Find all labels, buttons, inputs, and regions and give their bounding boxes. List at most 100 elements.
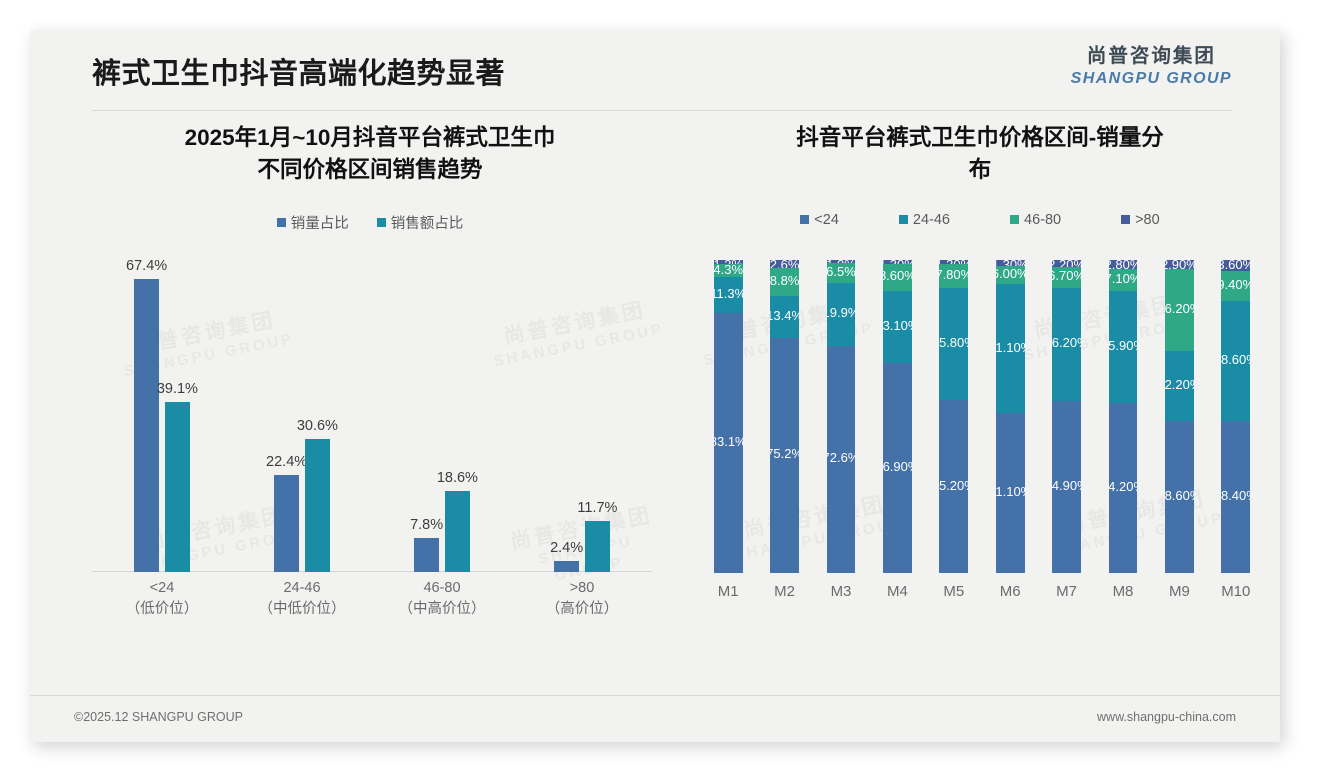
stacked-bar-x-axis-labels: M1 M2 M3 M4 M5 M6 M7 M8 M9 M10 xyxy=(700,583,1264,609)
legend-swatch-navy xyxy=(1121,215,1131,225)
stack-segment-24-46-M1[interactable]: 11.3% xyxy=(713,277,743,313)
stack-segment-<24-M3[interactable]: 72.6% xyxy=(826,345,856,573)
x-axis-label-M7: M7 xyxy=(1056,582,1077,600)
stack-segment-24-46-M2[interactable]: 13.4% xyxy=(770,295,799,338)
chart-legend-left: 销量占比 销售额占比 xyxy=(70,212,670,233)
stack-segment->80-M7[interactable]: 2.20% xyxy=(1052,259,1081,267)
bar-value-label: 39.1% xyxy=(156,380,198,397)
stack-segment->80-M10[interactable]: 3.60% xyxy=(1221,259,1251,272)
stacked-bar-M10[interactable]: 3.60% 9.40% 38.60% 48.40% xyxy=(1221,259,1251,573)
x-axis-label-sub: （低价位） xyxy=(125,600,199,617)
stack-value-label: 48.60% xyxy=(1165,487,1194,503)
stack-segment-<24-M10[interactable]: 48.40% xyxy=(1221,421,1251,573)
stack-segment-<24-M5[interactable]: 55.20% xyxy=(939,400,969,573)
stack-segment-46-80-M4[interactable]: 8.60% xyxy=(883,263,912,291)
bar-销售额占比-24-46[interactable]: 30.6% xyxy=(297,418,338,572)
bar-销售额占比-46-80[interactable]: 18.6% xyxy=(437,470,478,572)
chart-legend-right: <24 24-46 46-80 >80 xyxy=(690,212,1270,228)
bar-销量占比->80[interactable]: 2.4% xyxy=(550,540,583,572)
chart-title-right: 抖音平台裤式卫生巾价格区间-销量分 布 xyxy=(690,122,1270,186)
legend-item-46-80[interactable]: 46-80 xyxy=(1010,212,1061,228)
stack-segment-24-46-M3[interactable]: 19.9% xyxy=(826,283,856,346)
legend-item-sales-value[interactable]: 销售额占比 xyxy=(376,212,463,233)
stack-value-label: 55.20% xyxy=(939,477,968,493)
stack-segment-46-80-M5[interactable]: 7.80% xyxy=(939,263,969,289)
bar-销量占比-24-46[interactable]: 22.4% xyxy=(266,454,307,572)
legend-item-24-46[interactable]: 24-46 xyxy=(898,212,950,228)
stacked-bar-M2[interactable]: 2.6% 8.8% 13.4% 75.2% xyxy=(770,259,799,573)
stacked-bar-M5[interactable]: 1.30% 7.80% 35.80% 55.20% xyxy=(939,259,969,573)
stack-segment-46-80-M3[interactable]: 6.5% xyxy=(826,263,856,284)
stack-value-label: 7.80% xyxy=(939,267,968,283)
bar-销售额占比->80[interactable]: 11.7% xyxy=(577,500,617,572)
stack-segment-24-46-M9[interactable]: 22.20% xyxy=(1165,351,1194,421)
bar-value-label: 18.6% xyxy=(436,470,478,487)
bar-销量占比-46-80[interactable]: 7.8% xyxy=(410,517,443,572)
legend-item-sales-volume[interactable]: 销量占比 xyxy=(276,212,349,233)
stack-segment-46-80-M1[interactable]: 4.3% xyxy=(713,263,743,278)
legend-item-over-80[interactable]: >80 xyxy=(1121,212,1160,228)
logo-text-cn: 尚普咨询集团 xyxy=(1086,45,1216,67)
stack-segment->80-M6[interactable]: 1.30% xyxy=(995,259,1025,266)
stack-segment-24-46-M7[interactable]: 36.20% xyxy=(1052,287,1081,402)
stack-segment-46-80-M9[interactable]: 26.20% xyxy=(1165,268,1194,352)
stack-segment->80-M5[interactable]: 1.30% xyxy=(939,259,969,264)
stack-segment-46-80-M2[interactable]: 8.8% xyxy=(770,268,799,296)
legend-item-under-24[interactable]: <24 xyxy=(800,212,839,228)
chart-panel-right: 抖音平台裤式卫生巾价格区间-销量分 布 <24 24-46 46-80 >80 xyxy=(690,122,1270,702)
stack-segment-24-46-M4[interactable]: 23.10% xyxy=(883,290,912,364)
footer-copyright: ©2025.12 SHANGPU GROUP xyxy=(74,710,243,724)
stack-segment-<24-M1[interactable]: 83.1% xyxy=(713,312,743,573)
stack-value-label: 35.80% xyxy=(939,335,968,351)
stack-segment-46-80-M6[interactable]: 6.00% xyxy=(995,265,1025,285)
chart-title-left: 2025年1月~10月抖音平台裤式卫生巾 不同价格区间销售趋势 xyxy=(70,122,670,186)
stacked-bar-M8[interactable]: 2.80%7.10% 35.90% 54.20% xyxy=(1108,259,1138,573)
stacked-bar-M4[interactable]: 1.30% 8.60% 23.10% 66.90% xyxy=(883,259,912,573)
stacked-bar-M1[interactable]: 1.3%4.3% 11.3% 83.1% xyxy=(713,259,743,573)
chart-title-left-line2: 不同价格区间销售趋势 xyxy=(257,156,483,182)
stacked-bar-M3[interactable]: 1.0%6.5% 19.9% 72.6% xyxy=(826,259,856,573)
stack-segment-24-46-M5[interactable]: 35.80% xyxy=(939,288,969,401)
stack-value-label: 1.30% xyxy=(883,260,912,264)
stack-value-label: 11.3% xyxy=(714,286,743,302)
bar-销售额占比-<24[interactable]: 39.1% xyxy=(157,381,198,572)
stack-segment->80-M3[interactable]: 1.0% xyxy=(826,259,856,263)
stack-segment->80-M9[interactable]: 2.90% xyxy=(1165,259,1194,269)
stack-value-label: 3.60% xyxy=(1221,259,1250,272)
stack-value-label: 1.30% xyxy=(996,260,1025,266)
stack-segment-<24-M6[interactable]: 51.10% xyxy=(995,412,1025,573)
stacked-bar-M7[interactable]: 2.20%6.70% 36.20% 54.90% xyxy=(1052,259,1081,573)
footer-website[interactable]: www.shangpu-china.com xyxy=(1097,710,1236,724)
stack-segment-<24-M4[interactable]: 66.90% xyxy=(883,363,912,573)
legend-swatch-green xyxy=(1010,215,1019,225)
x-axis-label-M5: M5 xyxy=(943,582,965,600)
stack-segment-24-46-M6[interactable]: 41.10% xyxy=(995,284,1025,413)
x-axis-line xyxy=(92,570,652,572)
stack-segment-46-80-M10[interactable]: 9.40% xyxy=(1221,271,1251,301)
stack-segment->80-M8[interactable]: 2.80% xyxy=(1108,259,1138,269)
stack-segment-<24-M7[interactable]: 54.90% xyxy=(1052,401,1081,573)
stack-value-label: 1.3% xyxy=(714,260,743,264)
legend-swatch-teal xyxy=(898,215,908,225)
stack-segment->80-M2[interactable]: 2.6% xyxy=(770,259,799,269)
stack-segment-46-80-M7[interactable]: 6.70% xyxy=(1052,266,1081,288)
stack-value-label: 6.00% xyxy=(996,265,1025,281)
stack-segment-24-46-M8[interactable]: 35.90% xyxy=(1108,290,1138,404)
stacked-bar-M9[interactable]: 2.90% 26.20% 22.20% 48.60% xyxy=(1165,259,1194,573)
stack-segment-24-46-M10[interactable]: 38.60% xyxy=(1221,300,1251,422)
stack-value-label: 19.9% xyxy=(827,305,856,321)
x-axis-label-M4: M4 xyxy=(886,582,908,600)
stack-value-label: 2.80% xyxy=(1109,259,1138,269)
stack-segment->80-M1[interactable]: 1.3% xyxy=(713,259,743,264)
stack-value-label: 9.40% xyxy=(1221,276,1250,292)
stack-value-label: 2.90% xyxy=(1165,259,1194,269)
stack-value-label: 8.8% xyxy=(770,272,799,288)
stack-segment-46-80-M8[interactable]: 7.10% xyxy=(1108,268,1138,291)
stacked-bar-M6[interactable]: 1.30%6.00% 41.10% 51.10% xyxy=(995,259,1025,573)
stack-segment-<24-M2[interactable]: 75.2% xyxy=(770,337,799,573)
stack-segment-<24-M9[interactable]: 48.60% xyxy=(1165,420,1194,573)
brand-logo: 尚普咨询集团 SHANGPU GROUP xyxy=(1071,45,1232,87)
stack-segment-<24-M8[interactable]: 54.20% xyxy=(1108,403,1138,573)
bar-销量占比-<24[interactable]: 67.4% xyxy=(126,258,167,572)
stack-segment->80-M4[interactable]: 1.30% xyxy=(883,259,912,264)
